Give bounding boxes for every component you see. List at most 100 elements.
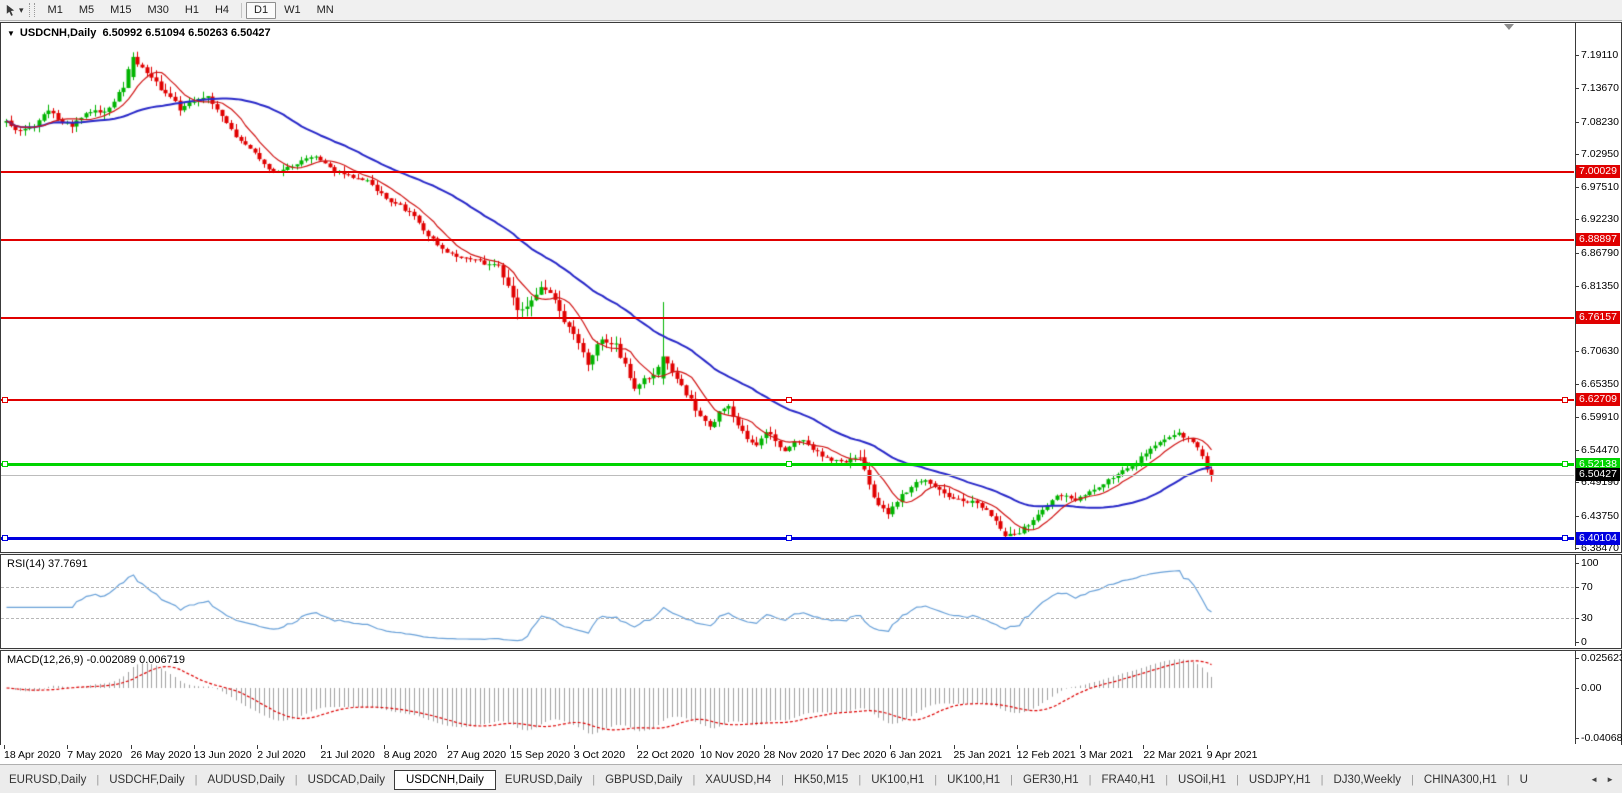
date-tick-mark [130,745,132,749]
chart-title: USDCNH,Daily [19,27,97,39]
price-axis-line [1575,555,1576,646]
date-axis-label: 22 Mar 2021 [1143,749,1203,761]
macd-axis-tick: 0.00 [1581,682,1602,694]
date-tick-mark [193,745,195,749]
price-tick-mark [1575,121,1579,123]
tab-scroll-right-icon[interactable]: ► [1606,775,1614,784]
price-tick-mark [1575,416,1579,418]
price-axis-tick: 7.19110 [1581,49,1619,61]
macd-indicator-label: MACD(12,26,9) -0.002089 0.006719 [7,654,185,666]
rsi-axis-tick: 70 [1581,580,1593,593]
date-tick-mark [510,745,512,749]
tab-scroll-left-icon[interactable]: ◄ [1590,775,1599,784]
rsi-level-line [1,618,1574,620]
date-axis-label: 7 May 2020 [67,749,123,761]
rsi-indicator-label: RSI(14) 37.7691 [7,558,88,570]
price-line-7.00029[interactable] [1,170,1574,173]
date-tick-mark [67,745,69,749]
date-axis-label: 9 Apr 2021 [1206,749,1258,761]
price-tick-mark [1575,450,1579,452]
date-axis-label: 21 Jul 2020 [320,749,375,761]
date-axis-label: 17 Dec 2020 [826,749,887,761]
date-axis-label: 6 Jan 2021 [890,749,943,761]
chart-shift-marker[interactable] [1504,24,1514,30]
date-tick-mark [953,745,955,749]
date-tick-mark [1206,745,1208,749]
date-tick-mark [700,745,702,749]
rsi-tick-mark [1575,586,1579,588]
date-axis-label: 26 May 2020 [130,749,192,761]
line-handle[interactable] [786,461,792,468]
date-axis-label: 3 Mar 2021 [1080,749,1134,761]
rsi-axis-tick: 30 [1581,612,1593,625]
price-axis-tick: 6.97510 [1581,181,1619,194]
tab-scroll-arrows: ◄ ► [1584,765,1620,793]
price-tick-mark [1575,482,1579,484]
price-tick-mark [1575,515,1579,517]
price-axis-tick: 6.43750 [1581,509,1619,522]
date-axis-label: 27 Aug 2020 [447,749,507,761]
price-line-label-6.62709: 6.62709 [1576,393,1620,407]
price-line-label-7.00029: 7.00029 [1576,165,1620,179]
date-tick-mark [4,745,5,749]
rsi-axis-tick: 100 [1581,557,1599,569]
date-tick-mark [1143,745,1145,749]
date-tick-mark [1080,745,1082,749]
chart-title-row: ▼ USDCNH,Daily 6.50992 6.51094 6.50263 6.… [7,27,271,39]
date-tick-mark [573,745,575,749]
price-line-6.76157[interactable] [1,316,1574,319]
macd-tick-mark [1575,658,1579,659]
price-tick-mark [1575,383,1579,385]
line-handle[interactable] [2,396,8,403]
macd-axis-tick: 0.025623 [1581,652,1622,664]
symbol-dropdown-icon[interactable]: ▼ [7,29,15,38]
line-handle[interactable] [1562,461,1568,468]
price-axis-tick: 6.86790 [1581,246,1619,259]
date-tick-mark [826,745,828,749]
price-tick-mark [1575,55,1579,56]
date-tick-mark [637,745,638,749]
price-axis-tick: 6.81350 [1581,279,1619,292]
date-axis-label: 8 Aug 2020 [383,749,437,761]
line-handle[interactable] [786,396,792,403]
line-handle[interactable] [2,535,8,542]
date-axis-label: 28 Nov 2020 [763,749,824,761]
date-axis-label: 3 Oct 2020 [573,749,626,761]
price-axis-tick: 7.02950 [1581,147,1619,160]
price-line-label-6.88897: 6.88897 [1576,233,1620,247]
current-price-label: 6.50427 [1576,468,1620,482]
date-axis-label: 12 Feb 2021 [1016,749,1076,761]
price-tick-mark [1575,252,1579,254]
line-handle[interactable] [2,461,8,468]
price-axis-tick: 6.70630 [1581,345,1619,358]
date-tick-mark [890,745,892,749]
date-tick-mark [257,745,259,749]
price-tick-mark [1575,219,1579,221]
line-handle[interactable] [1562,396,1568,403]
rsi-tick-mark [1575,642,1579,643]
date-axis-label: 10 Nov 2020 [700,749,760,761]
date-tick-mark [763,745,765,749]
price-line-label-6.52138: 6.52138 [1576,457,1620,471]
price-axis-line [1575,651,1576,744]
date-axis-label: 15 Sep 2020 [510,749,570,761]
date-tick-mark [320,745,322,749]
line-handle[interactable] [1562,535,1568,542]
rsi-axis-tick: 0 [1581,636,1587,648]
price-axis-tick: 7.13670 [1581,82,1619,95]
price-axis-tick: 6.59910 [1581,410,1619,423]
date-axis-label: 2 Jul 2020 [257,749,306,761]
price-axis-tick: 6.54470 [1581,444,1619,457]
price-tick-mark [1575,153,1579,155]
price-tick-mark [1575,187,1579,189]
price-line-6.88897[interactable] [1,238,1574,241]
price-tick-mark [1575,351,1579,353]
price-line-label-6.40104: 6.40104 [1576,531,1620,545]
price-axis-tick: 6.65350 [1581,377,1619,390]
line-handle[interactable] [786,535,792,542]
price-tick-mark [1575,548,1579,550]
date-tick-mark [447,745,449,749]
